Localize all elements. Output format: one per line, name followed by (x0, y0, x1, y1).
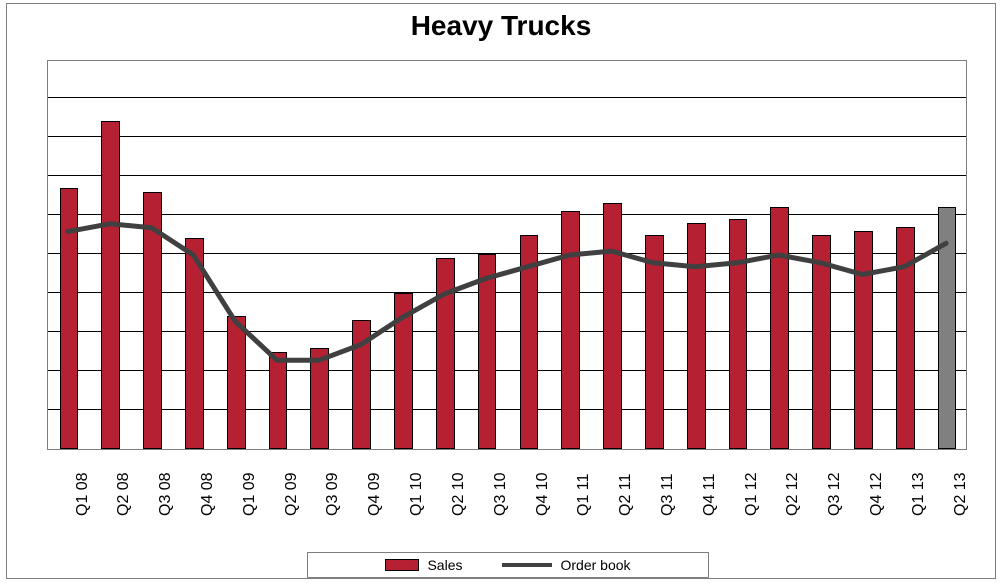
bar-sales (310, 348, 329, 449)
x-axis-label: Q4 08 (199, 472, 217, 516)
legend-swatch-sales (385, 559, 419, 571)
bar-sales (896, 227, 915, 449)
plot-area (47, 60, 967, 450)
bar-sales (101, 121, 120, 449)
x-axis-label: Q4 09 (366, 472, 384, 516)
x-axis-label: Q2 12 (784, 472, 802, 516)
bar-sales (854, 231, 873, 449)
legend-label-orderbook: Order book (560, 557, 630, 573)
x-axis-label: Q3 08 (157, 472, 175, 516)
x-axis-label: Q4 10 (534, 472, 552, 516)
bar-sales (269, 352, 288, 450)
x-axis-label: Q1 08 (74, 472, 92, 516)
bar-sales (687, 223, 706, 449)
x-axis-label: Q2 11 (617, 474, 635, 516)
legend-item-sales: Sales (385, 557, 462, 573)
bar-sales (770, 207, 789, 449)
chart-title: Heavy Trucks (7, 10, 995, 42)
bar-sales (561, 211, 580, 449)
x-axis-label: Q1 13 (910, 472, 928, 516)
legend-label-sales: Sales (427, 557, 462, 573)
x-axis-label: Q3 11 (659, 474, 677, 516)
bar-sales (938, 207, 957, 449)
legend-swatch-orderbook (502, 563, 552, 567)
plot-background (47, 60, 967, 450)
x-axis-label: Q2 10 (450, 472, 468, 516)
grid-line (48, 97, 966, 98)
bar-sales (478, 254, 497, 449)
bar-sales (394, 293, 413, 449)
x-axis-label: Q2 09 (283, 472, 301, 516)
x-axis-label: Q4 11 (701, 474, 719, 516)
bar-sales (185, 238, 204, 449)
x-axis-label: Q1 12 (743, 472, 761, 516)
x-axis-label: Q3 12 (826, 472, 844, 516)
x-axis-label: Q4 12 (868, 472, 886, 516)
x-axis-label: Q3 10 (492, 472, 510, 516)
x-axis-label: Q1 09 (241, 472, 259, 516)
x-axis-label: Q2 08 (115, 472, 133, 516)
x-axis-label: Q2 13 (952, 472, 970, 516)
grid-line (48, 214, 966, 215)
chart-frame: Heavy Trucks Q1 08 Q2 08 Q3 08 Q4 08 Q1 09 Q2… (6, 3, 996, 579)
bar-sales (227, 316, 246, 449)
x-axis-label: Q1 11 (575, 474, 593, 516)
bar-sales (603, 203, 622, 449)
bar-sales (143, 192, 162, 449)
bar-sales (352, 320, 371, 449)
bar-sales (520, 235, 539, 450)
x-axis-label: Q3 09 (324, 472, 342, 516)
bar-sales (812, 235, 831, 450)
legend: Sales Order book (307, 552, 709, 578)
grid-line (48, 175, 966, 176)
bar-sales (436, 258, 455, 449)
bar-sales (645, 235, 664, 450)
bar-sales (729, 219, 748, 449)
x-axis-label: Q1 10 (408, 472, 426, 516)
bar-sales (60, 188, 79, 449)
grid-line (48, 136, 966, 137)
x-axis-labels: Q1 08 Q2 08 Q3 08 Q4 08 Q1 09 Q2 09 Q3 09 Q4 09… (47, 458, 967, 548)
legend-item-orderbook: Order book (502, 557, 630, 573)
